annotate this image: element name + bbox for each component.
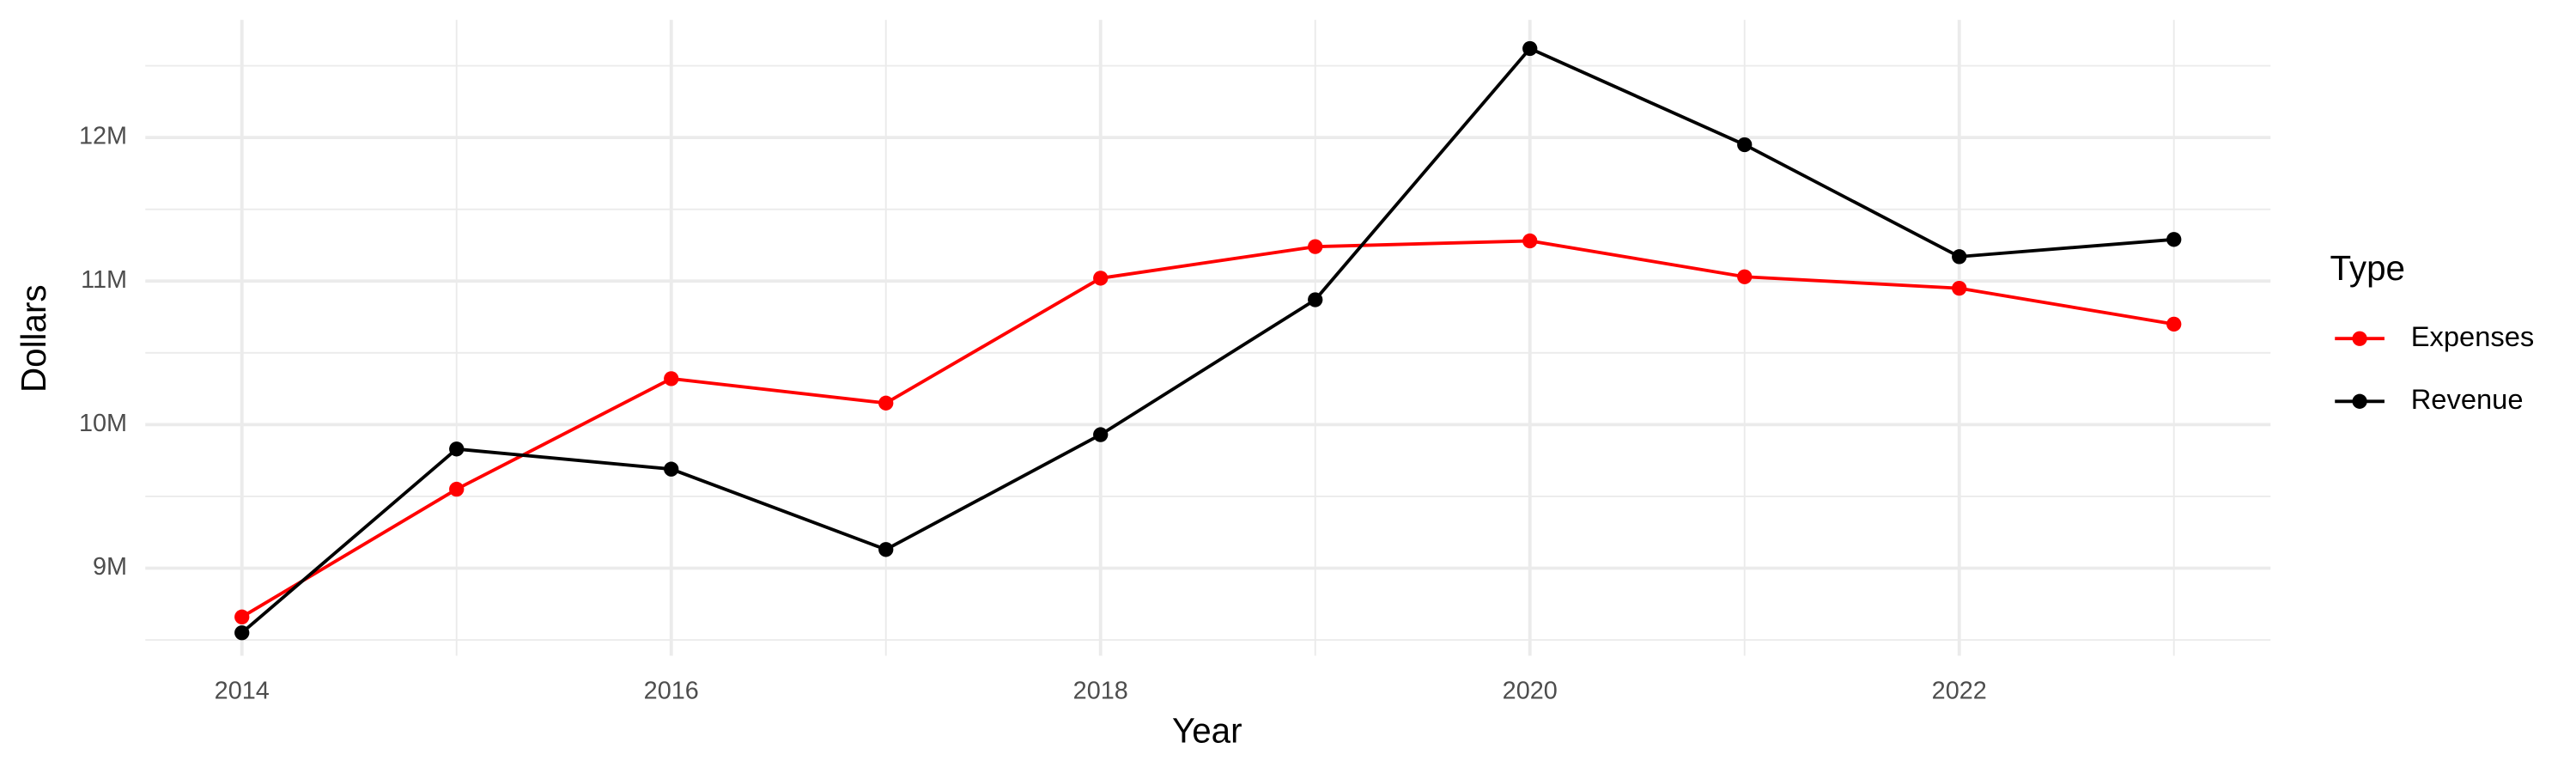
x-axis-title: Year (1172, 711, 1242, 751)
y-tick-label: 11M (81, 266, 127, 294)
data-point (1522, 40, 1538, 57)
x-tick-label: 2020 (1503, 677, 1558, 704)
data-point (449, 481, 465, 497)
x-tick-label: 2014 (215, 677, 270, 704)
data-point (2166, 232, 2182, 247)
data-point (1737, 269, 1753, 284)
data-point (1308, 239, 1323, 254)
data-point (449, 441, 465, 457)
x-tick-label: 2016 (644, 677, 699, 704)
y-tick-label: 9M (93, 553, 127, 581)
legend-label: Expenses (2411, 320, 2535, 352)
series-line (240, 46, 2174, 635)
data-point (878, 542, 894, 557)
data-point (1737, 137, 1753, 153)
data-point (664, 371, 679, 386)
data-point (1093, 427, 1109, 442)
data-point (1308, 292, 1323, 307)
series-line (240, 239, 2175, 618)
y-axis-title: Dollars (14, 284, 53, 393)
x-tick-label: 2018 (1073, 677, 1128, 704)
y-tick-label: 12M (79, 123, 127, 150)
data-point (878, 395, 894, 411)
data-point (664, 461, 679, 477)
data-point (1522, 233, 1538, 249)
y-tick-label: 10M (79, 410, 127, 437)
data-point (1952, 280, 1967, 296)
data-point (234, 625, 250, 641)
grid (145, 20, 2271, 656)
data-point (1952, 249, 1967, 265)
data-point (234, 609, 250, 624)
data-point (1093, 271, 1109, 286)
x-tick-label: 2022 (1932, 677, 1987, 704)
legend-title: Type (2330, 248, 2405, 288)
legend-key-point (2352, 393, 2367, 409)
data-point (2166, 316, 2182, 332)
legend-label: Revenue (2411, 383, 2524, 415)
legend-key-point (2352, 331, 2367, 346)
